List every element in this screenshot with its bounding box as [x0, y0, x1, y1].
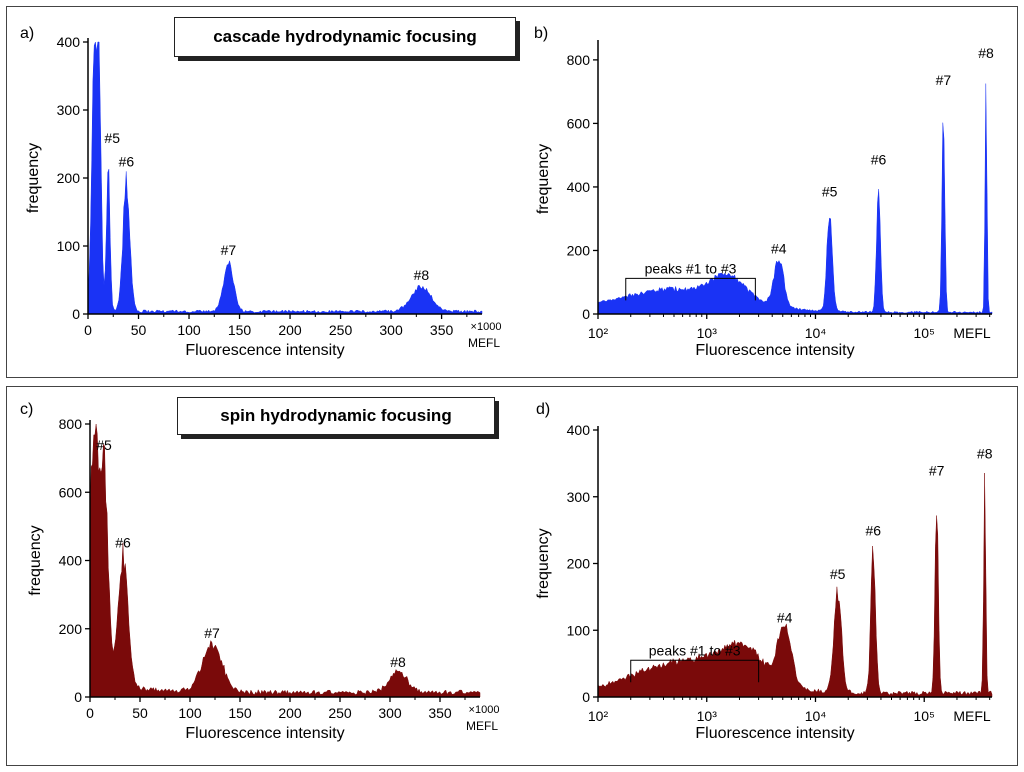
y-tick-label: 200	[57, 170, 81, 186]
peak-label: #4	[777, 609, 793, 625]
peak-label: #5	[822, 183, 838, 199]
x-axis-label: Fluorescence intensity	[695, 725, 854, 742]
peak-label: #7	[204, 625, 220, 641]
x-tick-label: 50	[131, 322, 147, 338]
chart-a: 0 100 200 300 400 0 50 100 150 200 250 300 350 ×1000 M…	[20, 25, 501, 359]
x-tick-label: 10³	[697, 708, 718, 724]
peak-label: #4	[771, 241, 787, 257]
x-tick-label: 50	[132, 705, 148, 721]
peak-label: #7	[929, 462, 945, 478]
chart-title-cascade: cascade hydrodynamic focusing	[174, 17, 516, 57]
panel-letter: a)	[20, 25, 34, 42]
bottom-panel-frame	[6, 386, 1018, 766]
x-unit-label: MEFL	[953, 325, 991, 341]
y-tick-label: 800	[59, 416, 83, 432]
x-tick-label: 150	[228, 705, 252, 721]
y-tick-label: 0	[72, 306, 80, 322]
peak-label: #6	[119, 154, 135, 170]
x-tick-label: 200	[278, 322, 302, 338]
histogram-area-c	[89, 423, 481, 698]
x-unit-multiplier: ×1000	[469, 704, 500, 716]
x-axis-label: Fluorescence intensity	[185, 342, 344, 359]
x-unit-label: MEFL	[468, 336, 500, 350]
x-tick-label: 350	[430, 322, 454, 338]
peak-label: #5	[96, 437, 112, 453]
peaks-bracket	[630, 659, 760, 683]
x-tick-label: 10²	[588, 325, 609, 341]
y-tick-label: 800	[567, 52, 591, 68]
peak-label: #6	[115, 534, 131, 550]
y-tick-label: 400	[567, 422, 591, 438]
peak-label: #6	[865, 522, 881, 538]
x-unit-label: MEFL	[466, 719, 498, 733]
y-tick-label: 300	[567, 489, 591, 505]
x-tick-label: 10⁵	[914, 708, 935, 724]
peak-label: #6	[871, 152, 887, 168]
chart-c: 0 200 400 600 800 0 50 100 150 200 250 300 350 ×1000 M…	[20, 401, 499, 742]
x-unit-label: MEFL	[953, 708, 991, 724]
x-tick-label: 10³	[697, 325, 718, 341]
x-tick-label: 0	[84, 322, 92, 338]
x-unit-multiplier: ×1000	[471, 321, 502, 333]
chart-title-spin: spin hydrodynamic focusing	[177, 397, 495, 435]
histogram-area-a	[87, 41, 483, 315]
x-tick-label: 100	[178, 705, 202, 721]
y-tick-label: 600	[567, 115, 591, 131]
y-axis-label: frequency	[535, 528, 552, 598]
x-tick-label: 350	[428, 705, 452, 721]
x-tick-label: 250	[329, 322, 353, 338]
y-tick-label: 200	[567, 242, 591, 258]
y-axis-label: frequency	[25, 143, 42, 213]
y-tick-label: 0	[74, 689, 82, 705]
histogram-area-d	[597, 472, 993, 698]
peak-label: #8	[390, 654, 406, 670]
y-tick-label: 200	[567, 556, 591, 572]
y-axis-label: frequency	[27, 525, 44, 595]
y-tick-label: 100	[57, 238, 81, 254]
y-tick-label: 400	[59, 553, 83, 569]
peak-label: #8	[977, 446, 993, 462]
peak-label: #8	[414, 267, 430, 283]
peak-label: #7	[221, 242, 237, 258]
peak-label: #5	[104, 130, 120, 146]
y-tick-label: 400	[567, 179, 591, 195]
top-panel-frame	[6, 6, 1018, 378]
x-tick-label: 250	[328, 705, 352, 721]
peak-label: #8	[978, 45, 994, 61]
y-tick-label: 300	[57, 102, 81, 118]
x-tick-label: 10⁴	[805, 708, 827, 724]
x-tick-label: 0	[86, 705, 94, 721]
y-tick-label: 0	[582, 306, 590, 322]
x-tick-label: 300	[378, 705, 402, 721]
x-tick-label: 200	[278, 705, 302, 721]
x-tick-label: 10⁴	[805, 325, 827, 341]
x-tick-label: 300	[379, 322, 403, 338]
peak-label: #5	[830, 566, 846, 582]
peaks-bracket-label: peaks #1 to #3	[649, 642, 741, 658]
chart-d: 0 100 200 300 400 10² 10³ 10⁴ 10⁵ MEFL Fluorescenc…	[535, 401, 993, 742]
x-axis-label: Fluorescence intensity	[695, 342, 854, 359]
panel-letter: c)	[20, 401, 33, 418]
y-tick-label: 600	[59, 484, 83, 500]
y-tick-label: 200	[59, 621, 83, 637]
x-axis-label: Fluorescence intensity	[185, 725, 344, 742]
x-tick-label: 10⁵	[914, 325, 935, 341]
panel-letter: b)	[534, 25, 548, 42]
y-tick-label: 400	[57, 34, 81, 50]
y-tick-label: 0	[582, 689, 590, 705]
chart-b: 0 200 400 600 800 10² 10³ 10⁴ 10⁵ MEFL Fluorescenc…	[534, 25, 994, 359]
panel-letter: d)	[536, 401, 550, 418]
y-axis-label: frequency	[535, 144, 552, 214]
peak-label: #7	[936, 72, 952, 88]
x-tick-label: 100	[177, 322, 201, 338]
histogram-area-b	[597, 83, 993, 315]
peaks-bracket	[625, 277, 756, 301]
peaks-bracket-label: peaks #1 to #3	[645, 260, 737, 276]
x-tick-label: 10²	[588, 708, 609, 724]
y-tick-label: 100	[567, 622, 591, 638]
x-tick-label: 150	[228, 322, 252, 338]
